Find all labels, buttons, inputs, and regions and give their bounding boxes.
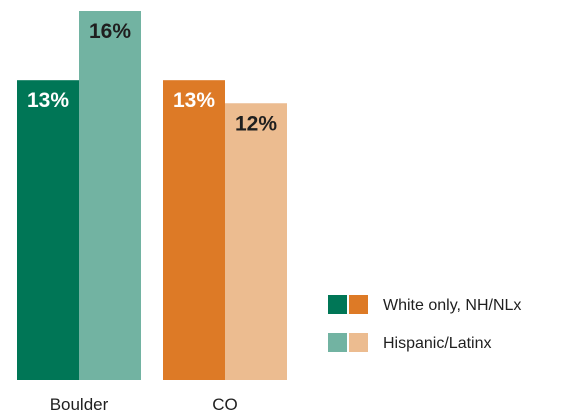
bar-co-series-2 [225, 103, 287, 380]
bar-boulder-series-1 [17, 80, 79, 380]
legend-swatch-2-1 [328, 333, 347, 352]
legend-label-2: Hispanic/Latinx [383, 335, 492, 352]
bar-labels-group: 13% 16% 13% 12% [27, 20, 277, 135]
legend: White only, NH/NLx Hispanic/Latinx [328, 295, 521, 352]
legend-item-2: Hispanic/Latinx [328, 333, 492, 352]
category-labels-group: Boulder CO [50, 395, 238, 413]
legend-label-1: White only, NH/NLx [383, 297, 521, 314]
legend-swatch-1-2 [349, 295, 368, 314]
data-label-co-series-2: 12% [235, 112, 277, 135]
legend-item-1: White only, NH/NLx [328, 295, 521, 314]
data-label-boulder-series-2: 16% [89, 20, 131, 43]
category-label-boulder: Boulder [50, 395, 109, 413]
bar-co-series-1 [163, 80, 225, 380]
category-label-co: CO [212, 395, 238, 413]
data-label-boulder-series-1: 13% [27, 89, 69, 112]
bars-group [17, 11, 287, 380]
data-label-co-series-1: 13% [173, 89, 215, 112]
legend-swatch-2-2 [349, 333, 368, 352]
legend-swatch-1-1 [328, 295, 347, 314]
bar-boulder-series-2 [79, 11, 141, 380]
